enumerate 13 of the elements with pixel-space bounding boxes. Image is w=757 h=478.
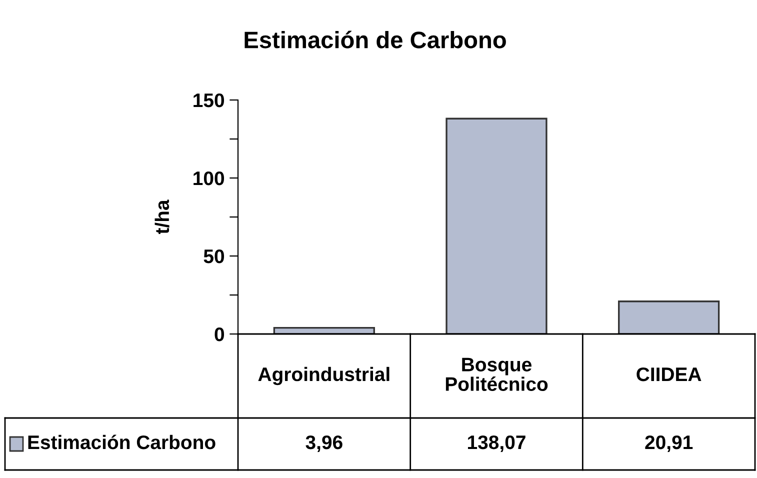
- chart-title: Estimación de Carbono: [244, 30, 506, 48]
- data-label: 20,91: [645, 435, 693, 452]
- data-label: 138,07: [468, 435, 526, 452]
- y-axis-title: t/ha: [154, 200, 170, 234]
- y-tick-label: 150: [194, 93, 224, 108]
- y-tick-label: 0: [214, 327, 224, 342]
- y-tick-label: 50: [204, 249, 224, 264]
- x-tick-label: CIIDEA: [636, 367, 702, 382]
- x-tick-label: Bosque Politécnico: [446, 358, 548, 391]
- legend-label: Estimación Carbono: [28, 434, 216, 450]
- data-label: 3,96: [306, 435, 342, 452]
- y-tick-label: 100: [194, 171, 224, 186]
- x-tick-label: Agroindustrial: [258, 366, 390, 386]
